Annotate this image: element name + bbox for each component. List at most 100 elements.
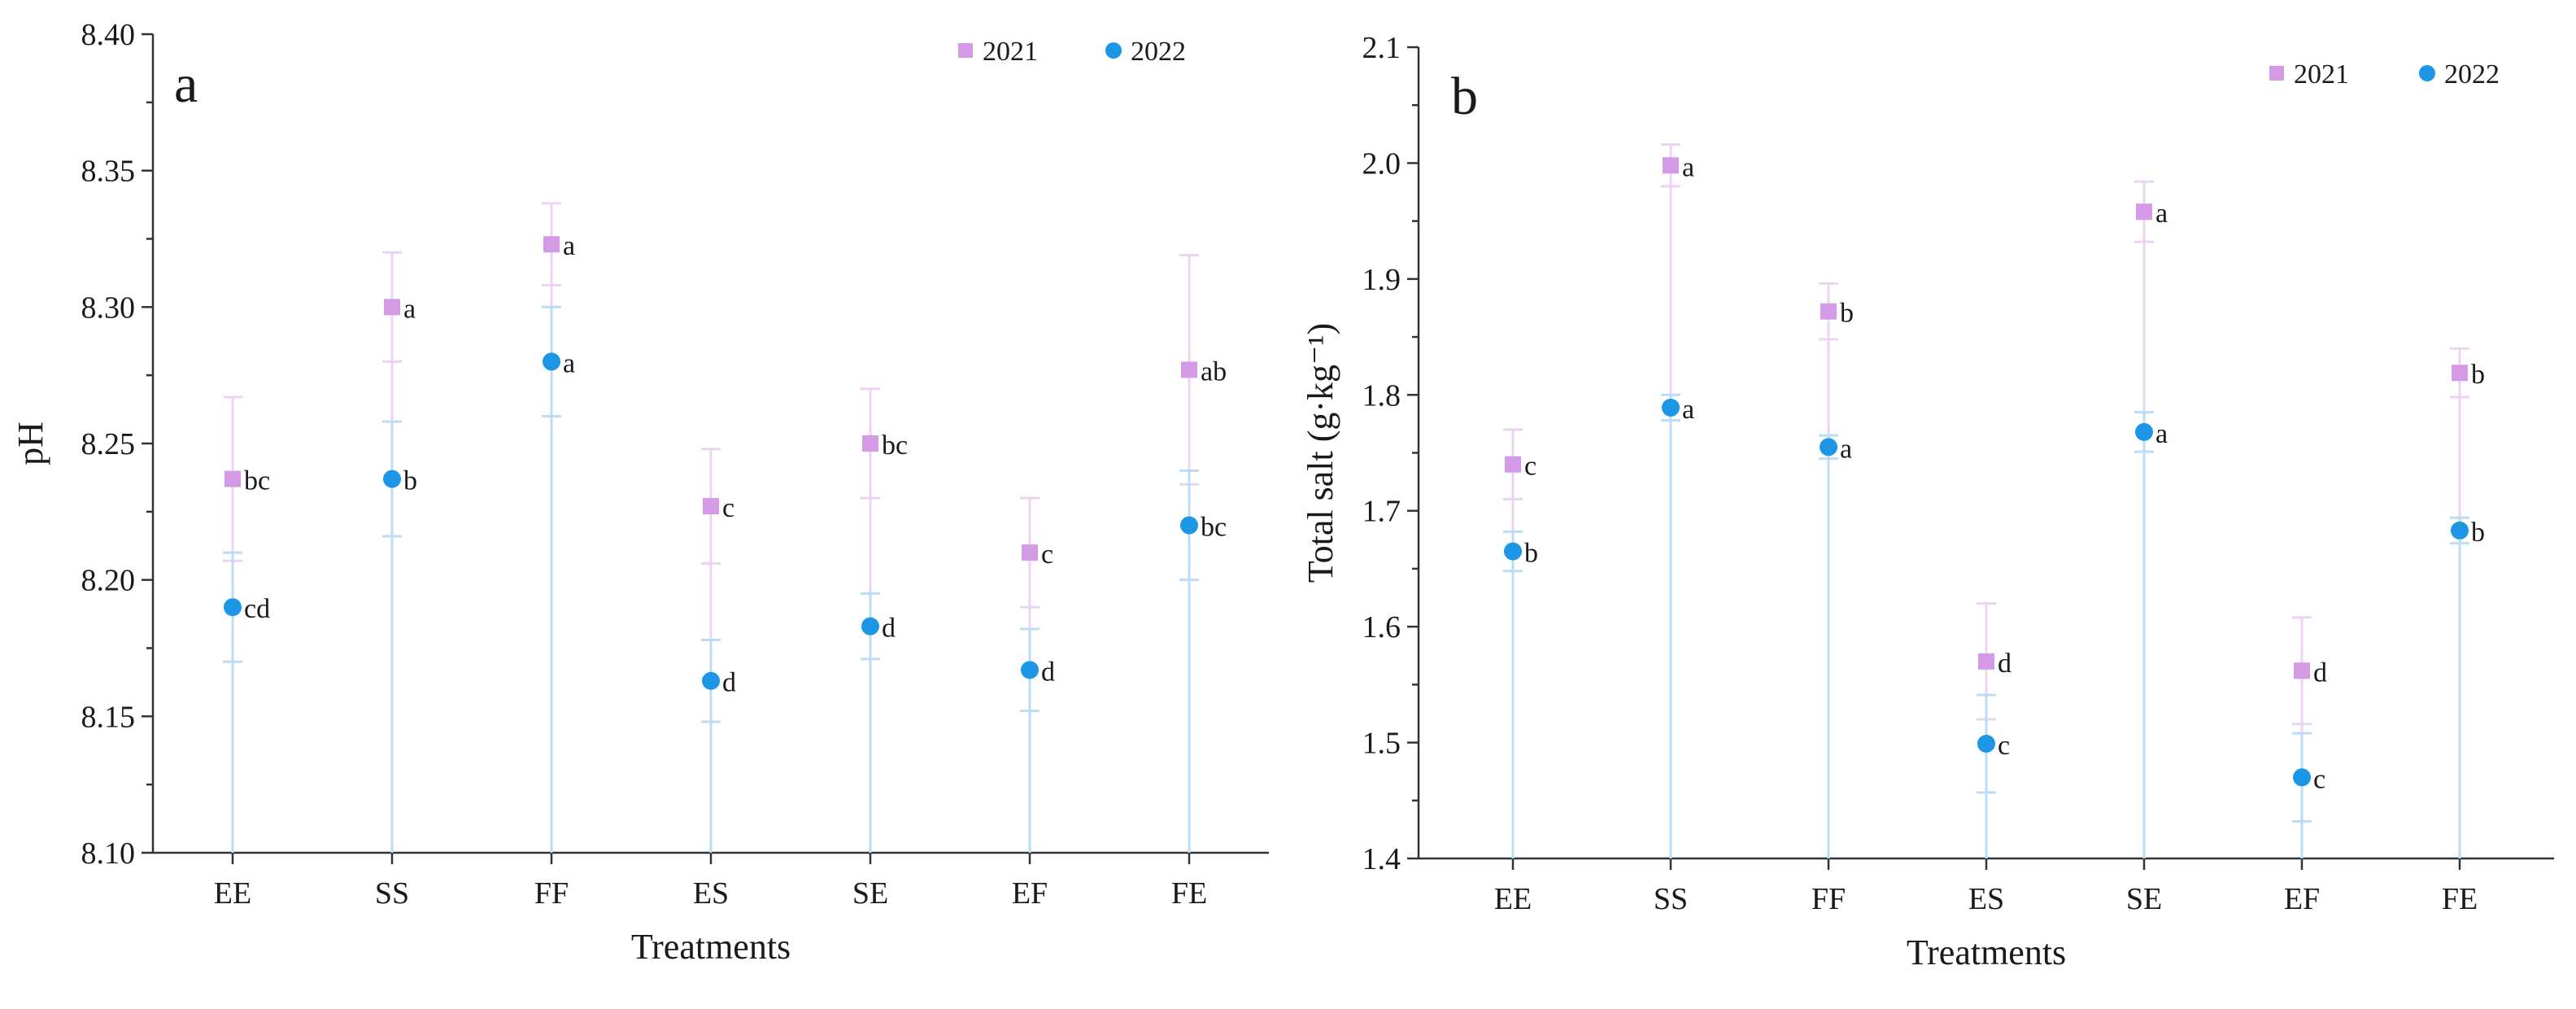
data-point-2021 xyxy=(1505,456,1521,473)
panel-letter: a xyxy=(174,55,198,114)
y-tick-label: 1.5 xyxy=(1362,727,1401,761)
legend-label-2021: 2021 xyxy=(983,37,1038,67)
y-tick-label: 1.8 xyxy=(1362,378,1401,413)
y-tick-label: 8.15 xyxy=(81,700,136,734)
significance-label: b xyxy=(1840,299,1854,329)
panel-letter: b xyxy=(1451,67,1478,126)
significance-label: c xyxy=(2313,764,2325,794)
significance-label: d xyxy=(1041,657,1055,687)
x-tick-label: SE xyxy=(852,876,888,911)
significance-label: d xyxy=(1998,649,2012,679)
data-point-2021 xyxy=(1820,303,1837,320)
data-point-2021 xyxy=(224,470,241,487)
data-point-2021 xyxy=(1181,361,1197,378)
x-tick-label: EE xyxy=(214,876,251,911)
significance-label: d xyxy=(2313,657,2327,688)
legend-label-2022: 2022 xyxy=(1131,37,1186,67)
data-point-2022 xyxy=(2293,768,2311,787)
y-axis-title: pH xyxy=(11,422,50,465)
data-point-2022 xyxy=(383,470,401,488)
data-point-2022 xyxy=(1977,734,1995,753)
significance-label: a xyxy=(1682,152,1694,182)
data-point-2021 xyxy=(2294,662,2310,679)
significance-label: cd xyxy=(244,594,270,624)
y-axis-title: Total salt (g·kg⁻¹) xyxy=(1301,323,1340,583)
significance-label: c xyxy=(722,493,734,523)
data-point-2022 xyxy=(1820,438,1837,456)
y-tick-label: 1.4 xyxy=(1362,842,1401,876)
significance-label: a xyxy=(2155,419,2168,449)
legend-label-2022: 2022 xyxy=(2444,59,2500,90)
data-point-2021 xyxy=(1978,653,1994,670)
data-point-2022 xyxy=(543,352,560,371)
y-tick-label: 2.0 xyxy=(1362,146,1401,181)
x-tick-label: SS xyxy=(375,876,409,911)
x-tick-label: FE xyxy=(1171,876,1207,911)
legend-marker-2021 xyxy=(958,43,973,58)
y-tick-label: 8.20 xyxy=(81,564,136,598)
y-tick-label: 2.1 xyxy=(1362,31,1401,65)
data-point-2022 xyxy=(1021,661,1039,679)
significance-label: bc xyxy=(244,466,270,496)
x-axis-title: Treatments xyxy=(1907,933,2066,972)
y-tick-label: 1.6 xyxy=(1362,610,1401,644)
significance-label: c xyxy=(1998,731,2010,761)
significance-label: b xyxy=(2471,518,2485,548)
x-tick-label: SS xyxy=(1654,882,1688,916)
data-point-2021 xyxy=(1022,544,1038,561)
significance-label: a xyxy=(403,294,416,324)
legend-marker-2021 xyxy=(2269,66,2284,81)
data-point-2022 xyxy=(702,671,720,690)
data-point-2021 xyxy=(384,299,400,316)
significance-label: ab xyxy=(1201,356,1227,387)
significance-label: d xyxy=(882,614,896,644)
data-point-2022 xyxy=(2451,521,2469,539)
data-point-2021 xyxy=(543,236,560,253)
legend-marker-2022 xyxy=(1105,42,1122,59)
y-tick-label: 8.35 xyxy=(81,155,136,189)
data-point-2021 xyxy=(862,435,878,452)
y-tick-label: 1.9 xyxy=(1362,263,1401,297)
x-tick-label: EF xyxy=(2284,882,2320,916)
y-tick-label: 8.40 xyxy=(81,18,136,52)
significance-label: b xyxy=(1524,539,1538,569)
data-point-2022 xyxy=(2135,422,2153,441)
x-tick-label: ES xyxy=(1968,882,2004,916)
significance-label: a xyxy=(563,348,575,378)
x-tick-label: FE xyxy=(2442,882,2478,916)
significance-label: a xyxy=(563,231,575,261)
y-tick-label: 8.25 xyxy=(81,427,136,461)
significance-label: d xyxy=(722,668,736,698)
data-point-2021 xyxy=(1663,157,1679,174)
chart-panel-b: 1.4 1.5 1.6 1.7 1.8 1.9 2.0 2.1 EE SS FF ES SE EF FE Tr… xyxy=(1301,31,2554,972)
data-point-2022 xyxy=(1180,516,1198,535)
x-tick-label: EF xyxy=(1012,876,1048,911)
x-tick-label: SE xyxy=(2126,882,2162,916)
significance-label: bc xyxy=(882,430,908,461)
significance-label: a xyxy=(1840,434,1852,464)
data-point-2022 xyxy=(224,598,242,617)
data-point-2021 xyxy=(2452,365,2468,382)
significance-label: b xyxy=(2471,360,2485,390)
data-point-2022 xyxy=(861,617,879,636)
chart-panel-a: 8.10 8.15 8.20 8.25 8.30 8.35 8.40 EE SS FF ES SE EF… xyxy=(11,18,1269,967)
data-point-2022 xyxy=(1662,398,1680,417)
significance-label: c xyxy=(1524,452,1536,482)
y-tick-label: 1.7 xyxy=(1362,495,1401,529)
data-point-2022 xyxy=(1504,542,1522,561)
significance-label: a xyxy=(2155,199,2168,229)
significance-label: b xyxy=(403,466,417,496)
significance-label: bc xyxy=(1201,513,1227,543)
x-tick-label: FF xyxy=(1811,882,1846,916)
x-axis-title: Treatments xyxy=(631,927,791,967)
y-tick-label: 8.10 xyxy=(81,836,136,871)
y-tick-label: 8.30 xyxy=(81,290,136,325)
data-point-2021 xyxy=(703,498,719,515)
x-tick-label: EE xyxy=(1494,882,1532,916)
x-tick-label: ES xyxy=(693,876,729,911)
legend-marker-2022 xyxy=(2419,65,2435,81)
x-tick-label: FF xyxy=(534,876,569,911)
legend-label-2021: 2021 xyxy=(2294,59,2349,90)
significance-label: c xyxy=(1041,539,1053,570)
